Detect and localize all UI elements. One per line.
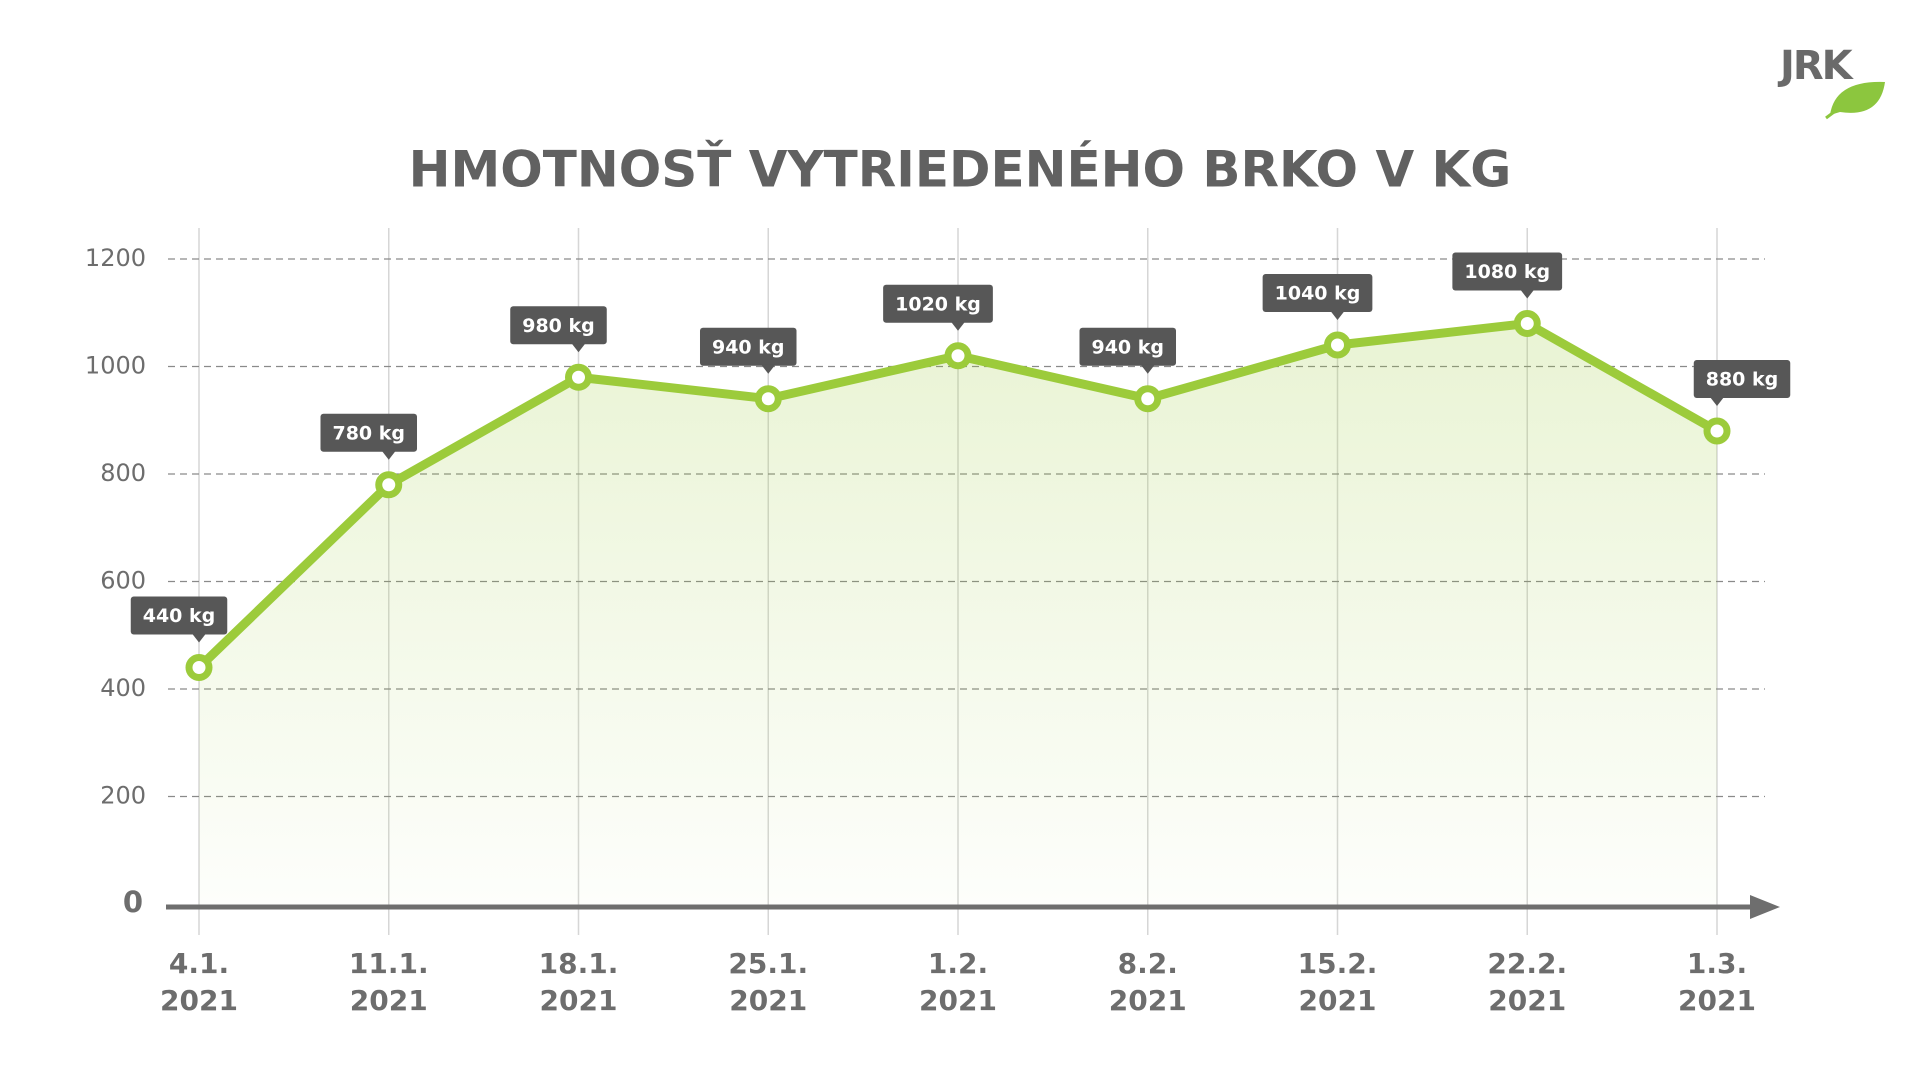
- point: [1324, 331, 1351, 359]
- value-label-pointer: [1140, 364, 1155, 374]
- value-label-pointer: [1330, 311, 1345, 320]
- area: [199, 323, 1717, 904]
- x-tick-label: 4.1. 2021: [160, 947, 238, 1017]
- y-tick-label: 1200: [85, 244, 146, 272]
- value-label-box: [510, 306, 607, 345]
- value-label-pointer: [571, 343, 586, 353]
- point: [565, 363, 592, 391]
- y-tick-label: 800: [100, 459, 146, 487]
- point: [754, 385, 782, 413]
- value-label-box: [699, 327, 797, 366]
- y-tick-label: 400: [100, 674, 146, 702]
- value-label-pointer: [192, 633, 206, 643]
- point: [185, 654, 213, 681]
- value-label-pointer: [951, 321, 965, 331]
- value-label-text: 940 kg: [712, 336, 785, 358]
- value-label: 1040 kg: [1262, 274, 1373, 320]
- logo-stem: [1825, 98, 1851, 120]
- y-tick-label: 1000: [85, 352, 146, 380]
- logo-text: JRK: [1777, 43, 1855, 89]
- x-axis-arrow: [1750, 895, 1780, 919]
- value-label-box: [1452, 252, 1563, 291]
- value-label-pointer: [761, 364, 776, 374]
- y-tick-label: 200: [100, 782, 146, 810]
- point: [944, 342, 972, 370]
- x-tick-label: 1.2. 2021: [919, 947, 997, 1017]
- point: [1513, 310, 1541, 337]
- value-label-text: 440 kg: [143, 605, 216, 627]
- value-label: 440 kg: [130, 596, 228, 643]
- logo: JRK: [1777, 43, 1885, 120]
- value-label-box: [130, 596, 228, 635]
- value-label-box: [1262, 274, 1373, 312]
- x-tick-label: 15.2. 2021: [1298, 947, 1378, 1017]
- x-tick-label: 18.1. 2021: [539, 947, 619, 1017]
- value-label: 780 kg: [320, 413, 418, 460]
- value-label-box: [1693, 360, 1791, 398]
- value-label: 940 kg: [1079, 327, 1177, 374]
- value-label: 980 kg: [510, 306, 607, 353]
- value-label-text: 940 kg: [1091, 336, 1164, 358]
- value-label: 1020 kg: [883, 284, 993, 331]
- value-label: 880 kg: [1693, 360, 1791, 406]
- point: [375, 471, 403, 499]
- value-label-box: [883, 284, 993, 323]
- y-tick-label: 0: [123, 885, 143, 919]
- value-label-pointer: [381, 450, 396, 460]
- value-label: 940 kg: [699, 327, 797, 374]
- value-label-pointer: [1520, 289, 1535, 299]
- value-label-text: 1080 kg: [1464, 261, 1550, 283]
- x-tick-label: 25.1. 2021: [728, 947, 808, 1017]
- point: [1703, 417, 1731, 445]
- point: [1134, 385, 1162, 413]
- value-label-text: 1020 kg: [895, 293, 981, 315]
- y-tick-label: 600: [100, 567, 146, 595]
- chart-title: HMOTNOSŤ VYTRIEDENÉHO BRKO V KG: [409, 140, 1512, 199]
- x-tick-label: 22.2. 2021: [1487, 947, 1567, 1017]
- value-label-text: 880 kg: [1706, 369, 1779, 391]
- logo-leaf: [1830, 81, 1885, 115]
- value-label-text: 780 kg: [332, 422, 405, 444]
- value-label-text: 1040 kg: [1275, 283, 1361, 305]
- value-label-pointer: [1710, 397, 1724, 406]
- x-tick-label: 1.3. 2021: [1678, 947, 1756, 1017]
- value-label-box: [1079, 327, 1177, 366]
- x-tick-label: 8.2. 2021: [1109, 947, 1187, 1017]
- value-label: 1080 kg: [1452, 252, 1563, 299]
- value-label-box: [320, 413, 418, 452]
- x-tick-label: 11.1. 2021: [349, 947, 429, 1017]
- value-label-text: 980 kg: [522, 315, 595, 337]
